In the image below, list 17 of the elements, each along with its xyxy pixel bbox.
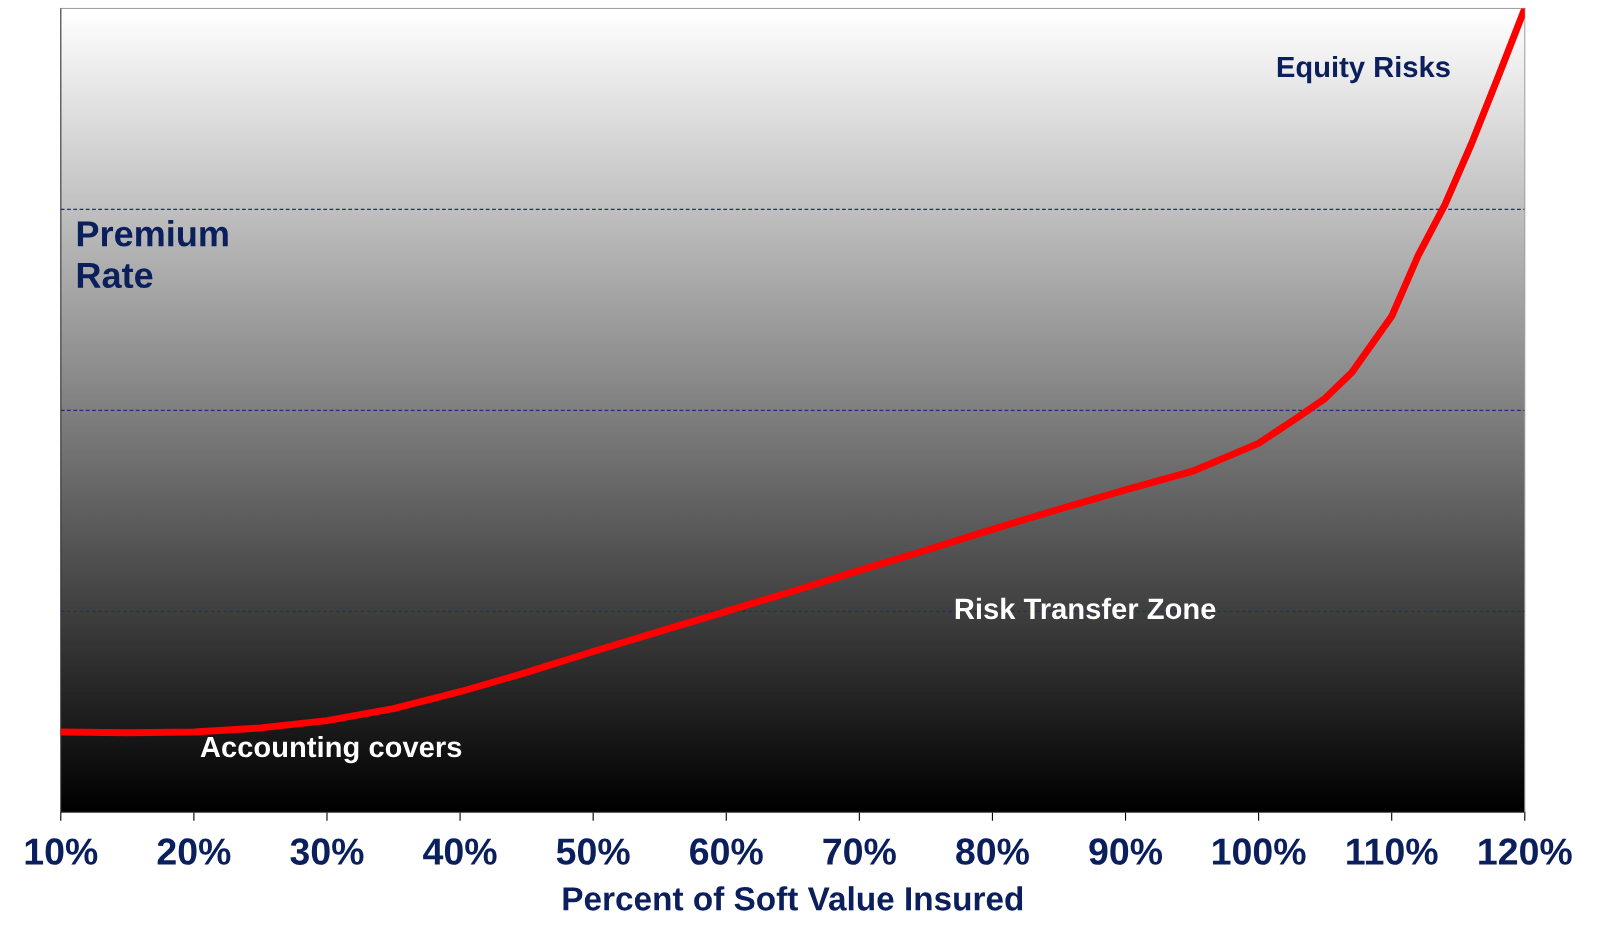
x-tick-label: 60%: [690, 838, 763, 865]
y-axis-title: Premium Rate: [77, 220, 228, 289]
x-tick-label: 100%: [1213, 838, 1306, 865]
x-tick-label: 10%: [25, 838, 98, 865]
x-tick-label: 20%: [157, 838, 231, 865]
annotation: Equity Risks: [1277, 55, 1450, 84]
x-tick-label: 40%: [423, 838, 497, 865]
annotation: Risk Transfer Zone: [955, 597, 1216, 620]
x-tick-label: 110%: [1347, 838, 1438, 865]
x-tick-label: 80%: [956, 838, 1029, 865]
x-axis-title: Percent of Soft Value Insured: [563, 886, 1023, 911]
x-tick-label: 90%: [1089, 838, 1163, 865]
x-tick-label: 30%: [290, 838, 364, 865]
x-tick-label: 70%: [823, 838, 896, 865]
annotation: Accounting covers: [200, 735, 462, 764]
x-tick-label: 50%: [556, 838, 630, 865]
x-tick-label: 120%: [1479, 838, 1572, 865]
